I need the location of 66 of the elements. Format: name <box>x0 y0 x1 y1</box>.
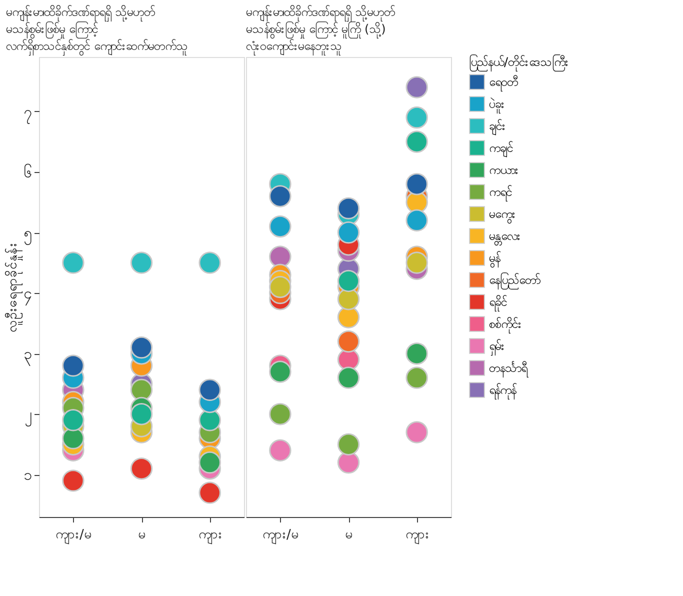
chart-title: မကျန်းမာ၊ထိခိုက်ဒဏ်ရာရရှိ သို့မဟုတ် မသန်စွမ်းဖြစ်မှု ကြောင့် မူကြို (သို့) လုံးဝကျောင်းမနေဘူးသူ <box>246 4 395 56</box>
point <box>269 360 292 383</box>
x-tick-label: ကျား/မ <box>55 528 92 544</box>
y-tick-label: ၇ <box>24 102 32 124</box>
point <box>337 433 360 456</box>
x-tick-label: ကျား/မ <box>262 528 299 544</box>
x-tick-label: ကျား <box>198 528 222 544</box>
point <box>198 482 221 504</box>
y-tick-label: ၁ <box>24 466 32 484</box>
legend-label: တနင်္သာရီ <box>489 360 528 378</box>
legend-label: ပဲခူး <box>489 96 505 114</box>
point <box>337 366 360 389</box>
point <box>406 366 428 389</box>
y-tick-label: ၅ <box>24 224 32 246</box>
y-axis-title: လူဦးရေရာခိုင်နှုန်း <box>4 242 22 332</box>
legend-title: ပြည်နယ်/တိုင်းဒေသကြီး <box>469 53 570 72</box>
legend-label: မကွေး <box>489 207 516 224</box>
point <box>130 378 153 401</box>
point <box>62 252 84 274</box>
point <box>269 215 292 238</box>
point <box>406 76 428 98</box>
point <box>269 403 292 426</box>
legend-label: ကရင် <box>489 184 512 202</box>
point <box>130 403 153 426</box>
point <box>198 378 221 401</box>
point <box>130 336 153 359</box>
legend-label: စစ်ကိုင်း <box>489 316 522 334</box>
point <box>337 221 360 244</box>
legend-label: ချင်း <box>489 118 506 136</box>
point <box>406 342 428 365</box>
point <box>269 439 292 462</box>
legend-label: ရခိုင် <box>489 294 507 312</box>
y-tick-label: ၃ <box>24 345 32 366</box>
x-tick-label: မ <box>138 528 146 542</box>
point <box>198 451 221 474</box>
legend-label: ကယား <box>489 163 519 177</box>
point <box>406 252 428 274</box>
point <box>130 252 153 274</box>
y-tick-label: ၄ <box>24 284 32 306</box>
x-tick-label: ကျား <box>405 528 430 544</box>
legend-label: နေပြည်တော် <box>489 271 540 290</box>
legend-label: မွန် <box>489 250 501 268</box>
legend-label: မန္တလေး <box>489 229 521 246</box>
point <box>269 276 292 298</box>
y-tick-label: ၆ <box>24 164 32 182</box>
point <box>406 130 428 153</box>
point <box>130 457 153 480</box>
chart-title: မကျန်းမာ၊ထိခိုက်ဒဏ်ရာရရှိ သို့မဟုတ် မသန်စွမ်းဖြစ်မှု ကြောင့် လက်ရှိစာသင်နှစ်တွင် ကျောင်းဆက်မတက်သူ <box>6 4 188 56</box>
legend-label: ရှမ်း <box>489 338 505 356</box>
point <box>62 470 84 492</box>
point <box>406 421 428 444</box>
point <box>406 209 428 232</box>
point <box>269 185 292 208</box>
point <box>62 354 84 377</box>
x-tick-label: မ <box>345 528 353 542</box>
point <box>198 252 221 274</box>
point <box>337 197 360 220</box>
point <box>198 409 221 432</box>
point <box>337 306 360 328</box>
point <box>269 246 292 268</box>
y-tick-label: ၂ <box>24 406 32 427</box>
legend-label: ကချင် <box>489 140 513 158</box>
point <box>337 330 360 353</box>
legend-label: ရန်ကုန် <box>489 382 517 400</box>
legend-label: ရေဝတီ <box>489 74 518 92</box>
point <box>406 106 428 129</box>
